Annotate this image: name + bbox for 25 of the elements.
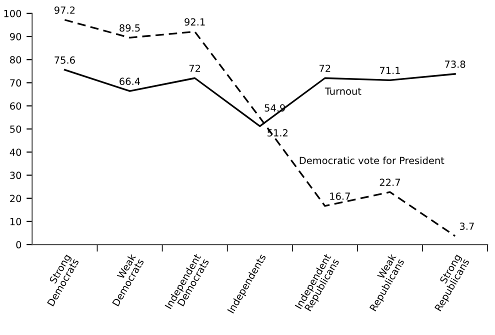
data-label: 97.2 — [54, 6, 75, 14]
data-label: 16.7 — [330, 192, 350, 200]
data-label: 71.1 — [380, 66, 400, 74]
y-tick-label: 60 — [10, 102, 22, 110]
series-label: Turnout — [324, 88, 362, 95]
y-tick-label: 70 — [10, 79, 22, 87]
data-label: 92.1 — [184, 18, 205, 26]
y-tick-label: 100 — [4, 10, 22, 18]
y-tick-label: 90 — [10, 32, 22, 40]
series-label: Democratic vote for President — [300, 156, 444, 164]
y-tick-label: 20 — [10, 194, 22, 202]
y-tick-label: 0 — [16, 241, 22, 248]
y-tick-label: 40 — [10, 148, 22, 156]
data-label: 3.7 — [460, 222, 474, 230]
y-tick-label: 10 — [10, 218, 22, 226]
y-tick-label: 80 — [10, 56, 22, 64]
data-label: 72 — [189, 64, 200, 72]
data-label: 73.8 — [445, 60, 466, 68]
y-tick-label: 30 — [10, 172, 22, 180]
data-label: 22.7 — [380, 178, 400, 186]
data-label: 72 — [320, 64, 330, 72]
data-label: 75.6 — [54, 56, 75, 64]
data-label: 66.4 — [120, 78, 140, 86]
y-tick-label: 50 — [10, 125, 22, 133]
data-label: 89.5 — [120, 24, 140, 32]
